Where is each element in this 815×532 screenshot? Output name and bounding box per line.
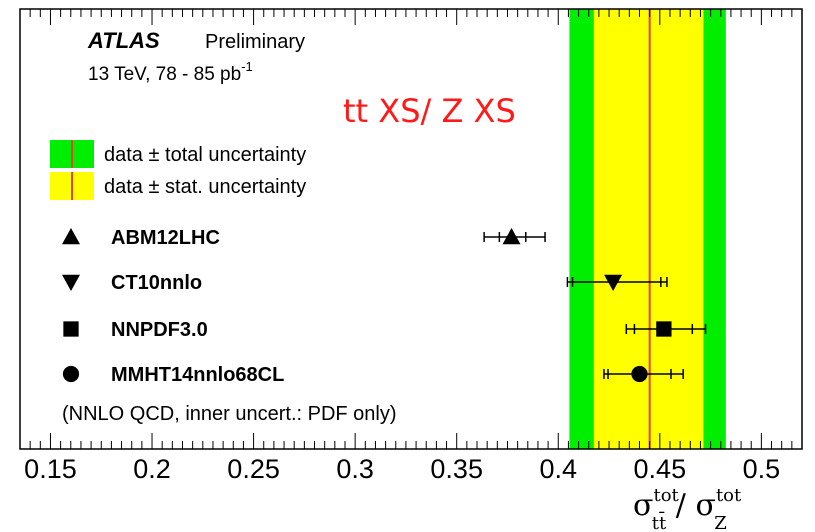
- prediction-name: CT10nnlo: [111, 272, 202, 294]
- plot-border: [19, 8, 803, 450]
- prediction-points: ABM12LHC CT10nnlo NNPDF3.0 MMHT14nnlo68CL: [62, 227, 707, 386]
- x-tick-label: 0.25: [227, 454, 280, 484]
- data-marker-triangle-down: [604, 274, 623, 291]
- legend-label: data ± total uncertainty: [104, 144, 306, 166]
- x-axis-label-den-sup: tot: [716, 485, 742, 506]
- prediction-name: NNPDF3.0: [111, 319, 208, 341]
- energy-label: 13 TeV, 78 - 85 pb-1: [88, 59, 253, 85]
- x-axis-label-sep: /: [666, 488, 695, 523]
- legend-label: data ± stat. uncertainty: [104, 176, 306, 198]
- x-axis-label-num-sub: tt̄: [652, 510, 667, 532]
- energy-label-superscript: -1: [241, 59, 253, 74]
- prediction-name: ABM12LHC: [111, 227, 220, 249]
- measurement-bands: [569, 9, 726, 449]
- chart-title: tt XS/ Z XS: [343, 92, 516, 130]
- prediction-name: MMHT14nnlo68CL: [111, 364, 284, 386]
- data-marker-square: [656, 321, 672, 337]
- x-tick-label: 0.2: [133, 454, 171, 484]
- experiment-label: ATLAS: [87, 28, 160, 53]
- label-marker-circle: [62, 365, 80, 383]
- data-marker-triangle-up: [502, 228, 521, 245]
- x-axis-label: σtot tt̄ / σtot Z: [633, 485, 742, 532]
- x-axis-tick-labels: 0.15 0.2 0.25 0.3 0.35 0.4 0.45 0.5: [24, 454, 780, 484]
- x-axis-label-sigma-den: σ: [695, 488, 715, 523]
- stat-uncertainty-band: [593, 9, 704, 449]
- data-marker-circle: [631, 365, 648, 383]
- energy-label-text: 13 TeV, 78 - 85 pb: [88, 64, 241, 85]
- x-tick-label: 0.3: [336, 454, 374, 484]
- x-axis-label-num-sup: tot: [653, 485, 679, 506]
- label-marker-square: [63, 321, 79, 337]
- label-marker-triangle-up: [62, 228, 80, 245]
- x-tick-label: 0.5: [743, 454, 781, 484]
- x-tick-label: 0.4: [539, 454, 577, 484]
- label-marker-triangle-down: [62, 274, 80, 291]
- x-axis-label-sigma: σ: [633, 488, 653, 523]
- plot-frame: [19, 8, 803, 450]
- x-axis-ticks: [19, 9, 803, 449]
- experiment-status: Preliminary: [205, 31, 305, 53]
- note-text: (NNLO QCD, inner uncert.: PDF only): [62, 403, 397, 425]
- x-tick-label: 0.45: [634, 454, 687, 484]
- x-tick-label: 0.15: [24, 454, 77, 484]
- x-tick-label: 0.35: [430, 454, 483, 484]
- x-axis-label-den-sub: Z: [714, 513, 727, 532]
- legend: data ± total uncertainty data ± stat. unc…: [50, 140, 306, 200]
